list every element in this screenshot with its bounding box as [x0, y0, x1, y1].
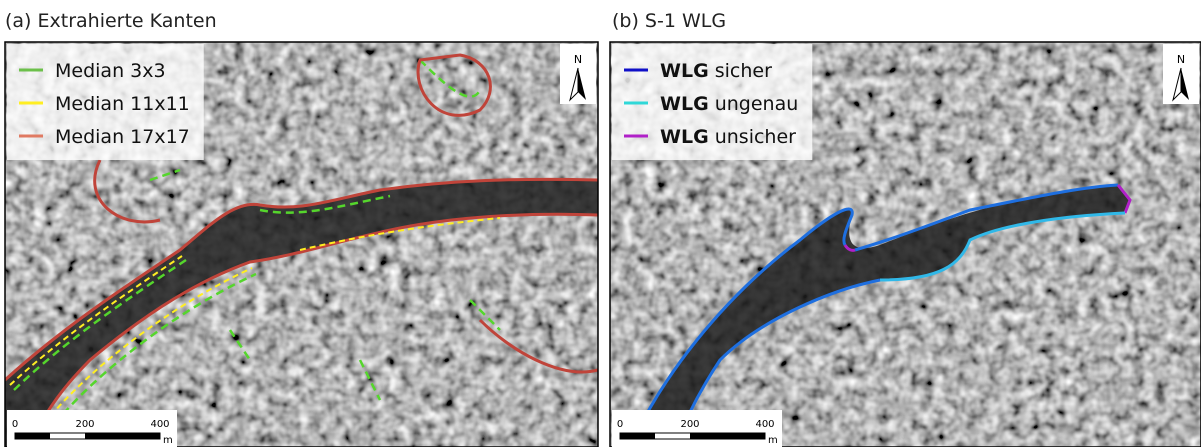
- legend-text: sicher: [715, 60, 772, 82]
- legend-bold: WLG: [660, 60, 709, 82]
- legend-label: WLG sicher: [660, 60, 772, 82]
- scale-unit: m: [163, 435, 173, 446]
- scale-bar: [15, 433, 50, 439]
- scale-label: 200: [75, 419, 94, 430]
- north-label: N: [574, 53, 582, 66]
- scale-bar: [85, 433, 160, 439]
- north-label: N: [1177, 53, 1185, 66]
- legend-label: Median 3x3: [55, 60, 166, 82]
- scale-label: 0: [12, 419, 18, 430]
- legend-label: Median 17x17: [55, 126, 190, 148]
- scale-label: 400: [150, 419, 169, 430]
- scale-unit: m: [768, 435, 778, 446]
- panel-title: (a) Extrahierte Kanten: [5, 10, 217, 32]
- legend: Median 3x3 Median 11x11 Median 17x17: [7, 44, 204, 160]
- scale-label: 0: [617, 419, 623, 430]
- figure: (a) Extrahierte Kanten (b) S-1 WLG Media…: [0, 0, 1201, 447]
- scale-label: 400: [755, 419, 774, 430]
- scale-bar: [620, 433, 655, 439]
- legend-label: WLG unsicher: [660, 126, 796, 148]
- legend-text: unsicher: [715, 126, 796, 148]
- legend-bold: WLG: [660, 126, 709, 148]
- legend-text: ungenau: [715, 93, 799, 115]
- scale-bar: [690, 433, 765, 439]
- panel-title: (b) S-1 WLG: [612, 10, 726, 32]
- legend-label: WLG ungenau: [660, 93, 798, 115]
- scale-label: 200: [680, 419, 699, 430]
- legend-bold: WLG: [660, 93, 709, 115]
- legend-label: Median 11x11: [55, 93, 190, 115]
